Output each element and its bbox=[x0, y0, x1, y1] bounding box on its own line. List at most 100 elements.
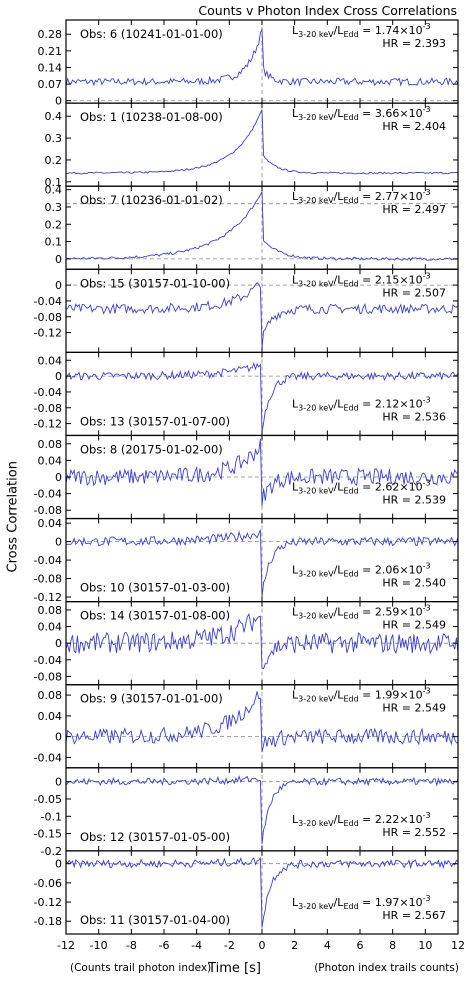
y-tick-label: 0.3 bbox=[45, 132, 63, 145]
hr-label: HR = 2.540 bbox=[382, 577, 446, 590]
obs-label: Obs: 11 (30157-01-04-00) bbox=[80, 913, 230, 927]
y-tick-label: 0.2 bbox=[45, 154, 63, 167]
y-tick-label: 0 bbox=[55, 279, 62, 292]
y-tick-label: -0.18 bbox=[34, 915, 62, 928]
hr-label: HR = 2.404 bbox=[382, 120, 446, 133]
y-tick-label: 0 bbox=[55, 858, 62, 871]
y-tick-label: 0.04 bbox=[38, 517, 63, 530]
y-tick-label: 0 bbox=[55, 776, 62, 789]
y-tick-label: -0.2 bbox=[41, 845, 62, 858]
series-line bbox=[65, 109, 459, 175]
y-tick-label: 0.08 bbox=[38, 438, 63, 451]
x-tick-label: -2 bbox=[224, 939, 235, 952]
obs-label: Obs: 1 (10238-01-08-00) bbox=[80, 110, 223, 124]
y-tick-label: -0.12 bbox=[34, 591, 62, 604]
y-tick-label: -0.08 bbox=[34, 670, 62, 683]
series-line bbox=[65, 856, 459, 928]
y-tick-label: -0.08 bbox=[34, 402, 62, 415]
y-tick-label: 0 bbox=[55, 253, 62, 266]
y-tick-label: 0 bbox=[55, 637, 62, 650]
y-tick-label: 0.04 bbox=[38, 621, 63, 634]
chart-title: Counts v Photon Index Cross Correlations bbox=[198, 3, 457, 18]
y-tick-label: 0.04 bbox=[38, 454, 63, 467]
x-tick-label: 0 bbox=[259, 939, 266, 952]
x-axis-label: Time [s] bbox=[208, 961, 261, 976]
y-tick-label: 0.1 bbox=[45, 176, 63, 189]
x-tick-label: -12 bbox=[57, 939, 75, 952]
obs-label: Obs: 12 (30157-01-05-00) bbox=[80, 830, 230, 844]
y-tick-label: -0.12 bbox=[34, 896, 62, 909]
y-tick-label: 0.08 bbox=[38, 689, 63, 702]
luminosity-label: L3-20 keV/LEdd = 2.77×10-3 bbox=[292, 188, 431, 205]
y-tick-label: -0.05 bbox=[34, 793, 62, 806]
y-tick-label: 0.3 bbox=[45, 201, 63, 214]
x-tick-label: 8 bbox=[389, 939, 396, 952]
obs-label: Obs: 8 (20175-01-02-00) bbox=[80, 442, 223, 456]
hr-label: HR = 2.567 bbox=[382, 909, 446, 922]
y-tick-label: 0.04 bbox=[38, 710, 63, 723]
hr-label: HR = 2.549 bbox=[382, 702, 446, 715]
y-tick-label: 0.04 bbox=[38, 354, 63, 367]
series-line bbox=[65, 191, 459, 261]
y-tick-label: 0.08 bbox=[38, 604, 63, 617]
hr-label: HR = 2.536 bbox=[382, 410, 446, 423]
luminosity-label: L3-20 keV/LEdd = 2.62×10-3 bbox=[292, 479, 431, 496]
y-tick-label: -0.15 bbox=[34, 828, 62, 841]
y-tick-label: -0.1 bbox=[41, 810, 62, 823]
hr-label: HR = 2.549 bbox=[382, 619, 446, 632]
luminosity-label: L3-20 keV/LEdd = 3.66×10-3 bbox=[292, 105, 431, 122]
x-tick-label: -6 bbox=[159, 939, 170, 952]
x-tick-label: 4 bbox=[324, 939, 331, 952]
y-tick-label: -0.12 bbox=[34, 327, 62, 340]
hr-label: HR = 2.393 bbox=[382, 37, 446, 50]
y-tick-label: 0.4 bbox=[45, 110, 63, 123]
x-note-left: (Counts trail photon index) bbox=[70, 962, 212, 974]
luminosity-label: L3-20 keV/LEdd = 2.22×10-3 bbox=[292, 811, 431, 828]
obs-label: Obs: 9 (30157-01-01-00) bbox=[80, 692, 223, 706]
y-tick-label: 0 bbox=[55, 95, 62, 108]
luminosity-label: L3-20 keV/LEdd = 2.06×10-3 bbox=[292, 562, 431, 579]
luminosity-label: L3-20 keV/LEdd = 2.15×10-3 bbox=[292, 271, 431, 288]
y-tick-label: 0.2 bbox=[45, 218, 63, 231]
luminosity-label: L3-20 keV/LEdd = 2.59×10-3 bbox=[292, 604, 431, 621]
x-tick-label: -8 bbox=[126, 939, 137, 952]
luminosity-label: L3-20 keV/LEdd = 1.74×10-3 bbox=[292, 22, 431, 39]
y-tick-label: -0.04 bbox=[34, 751, 62, 764]
y-tick-label: -0.06 bbox=[34, 877, 62, 890]
series-line bbox=[65, 612, 459, 670]
y-tick-label: -0.04 bbox=[34, 295, 62, 308]
obs-label: Obs: 15 (30157-01-10-00) bbox=[80, 276, 230, 290]
hr-label: HR = 2.539 bbox=[382, 494, 446, 507]
x-note-right: (Photon index trails counts) bbox=[314, 962, 459, 974]
x-tick-label: 10 bbox=[418, 939, 432, 952]
y-tick-label: 0.07 bbox=[38, 78, 63, 91]
y-tick-label: 0 bbox=[55, 471, 62, 484]
y-tick-label: 0 bbox=[55, 370, 62, 383]
series-line bbox=[65, 775, 459, 845]
x-tick-label: 12 bbox=[451, 939, 465, 952]
y-tick-label: 0 bbox=[55, 731, 62, 744]
x-tick-label: 2 bbox=[291, 939, 298, 952]
luminosity-label: L3-20 keV/LEdd = 1.97×10-3 bbox=[292, 894, 431, 911]
y-tick-label: -0.08 bbox=[34, 504, 62, 517]
x-tick-label: -4 bbox=[191, 939, 202, 952]
obs-label: Obs: 6 (10241-01-01-00) bbox=[80, 27, 223, 41]
y-tick-label: -0.08 bbox=[34, 311, 62, 324]
y-tick-label: 0.28 bbox=[38, 28, 63, 41]
y-tick-label: 0.1 bbox=[45, 236, 63, 249]
y-tick-label: -0.04 bbox=[34, 654, 62, 667]
obs-label: Obs: 14 (30157-01-08-00) bbox=[80, 609, 230, 623]
obs-label: Obs: 10 (30157-01-03-00) bbox=[80, 581, 230, 595]
obs-label: Obs: 7 (10236-01-01-02) bbox=[80, 193, 223, 207]
series-line bbox=[65, 438, 459, 507]
x-tick-label: 6 bbox=[357, 939, 364, 952]
y-tick-label: -0.08 bbox=[34, 573, 62, 586]
luminosity-label: L3-20 keV/LEdd = 1.99×10-3 bbox=[292, 687, 431, 704]
series-line bbox=[65, 691, 459, 753]
y-tick-label: 0.21 bbox=[38, 45, 63, 58]
hr-label: HR = 2.507 bbox=[382, 286, 446, 299]
y-tick-label: -0.12 bbox=[34, 418, 62, 431]
y-tick-label: -0.04 bbox=[34, 386, 62, 399]
y-tick-label: -0.04 bbox=[34, 488, 62, 501]
